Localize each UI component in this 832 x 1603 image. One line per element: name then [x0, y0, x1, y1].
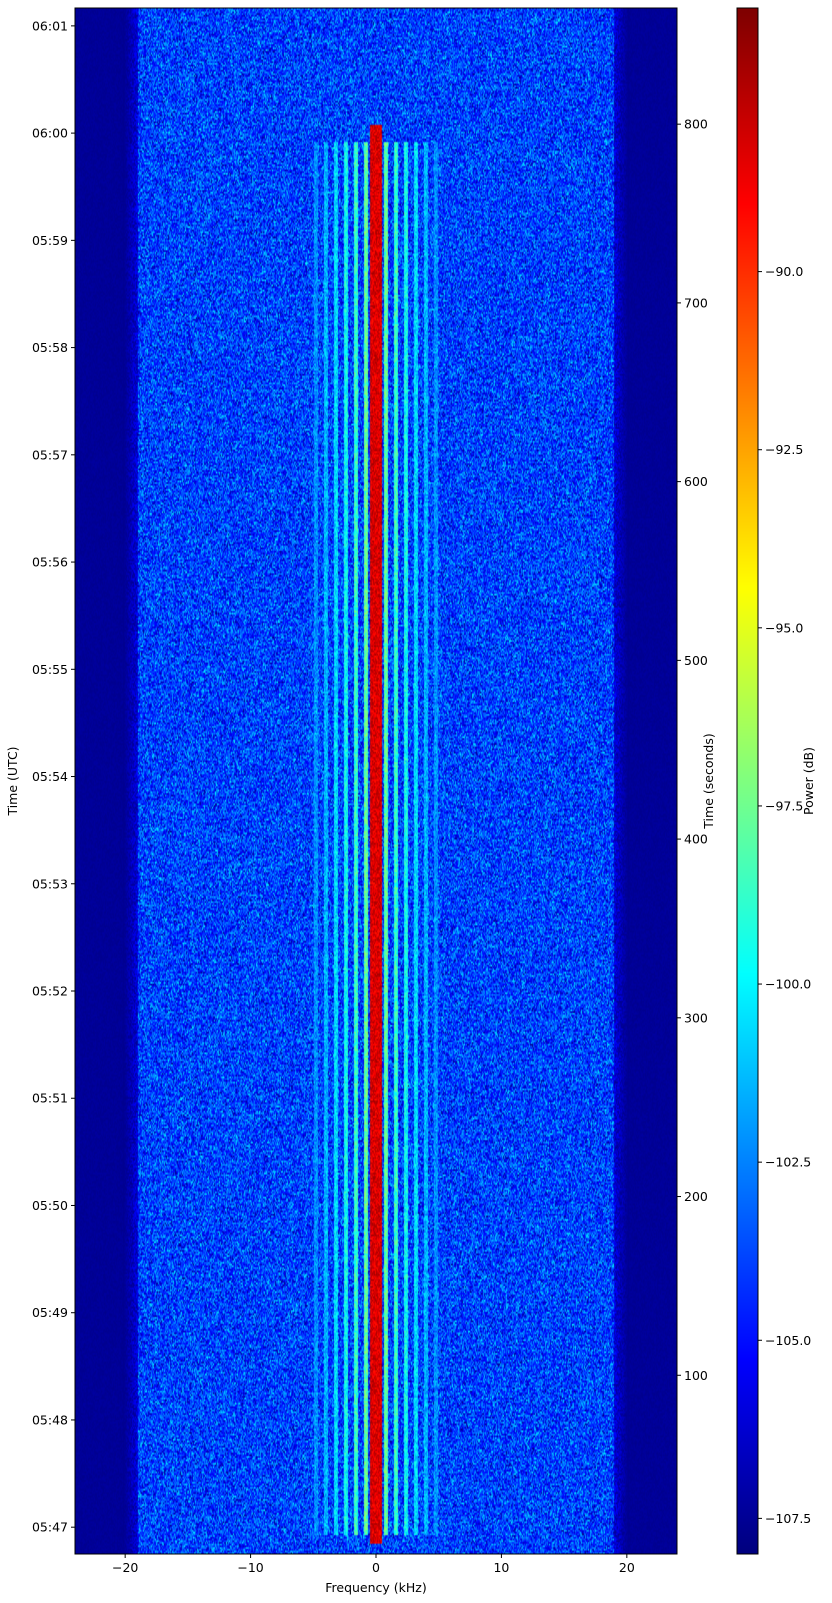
y-tick-label-utc: 06:01 — [32, 18, 68, 33]
x-axis: −20 −10 0 10 20 — [112, 1554, 635, 1575]
colorbar-tick-label: −90.0 — [765, 264, 803, 279]
y-tick-label-seconds: 700 — [684, 295, 708, 310]
y-tick-label-utc: 05:52 — [32, 984, 68, 999]
y-tick-label-utc: 05:50 — [32, 1198, 68, 1213]
y-axis-seconds: 100 200 300 400 500 600 700 800 — [677, 117, 708, 1383]
y-tick-label-seconds: 500 — [684, 653, 708, 668]
y-tick-label-utc: 05:48 — [32, 1412, 68, 1427]
y-tick-label-utc: 05:51 — [32, 1091, 68, 1106]
y-axis-label-utc: Time (UTC) — [5, 746, 20, 816]
colorbar-tick-label: −107.5 — [765, 1511, 811, 1526]
y-tick-label-utc: 05:56 — [32, 555, 68, 570]
y-tick-label-utc: 05:47 — [32, 1520, 68, 1535]
colorbar-tick-label: −95.0 — [765, 620, 803, 635]
colorbar-tick-label: −100.0 — [765, 977, 811, 992]
spectrogram-heatmap — [75, 8, 677, 1554]
y-tick-label-seconds: 800 — [684, 117, 708, 132]
y-axis-label-seconds: Time (seconds) — [701, 733, 716, 829]
colorbar-tick-label: −105.0 — [765, 1333, 811, 1348]
y-axis-utc: 05:47 05:48 05:49 05:50 05:51 05:52 05:53 05:54… — [32, 18, 75, 1535]
y-tick-label-utc: 05:59 — [32, 233, 68, 248]
y-tick-label-utc: 06:00 — [32, 126, 68, 141]
plot-area — [74, 7, 678, 1555]
colorbar-tick-label: −102.5 — [765, 1155, 811, 1170]
x-axis-label: Frequency (kHz) — [325, 1580, 427, 1595]
y-tick-label-seconds: 600 — [684, 474, 708, 489]
x-tick-label: 10 — [493, 1560, 509, 1575]
x-tick-label: −20 — [112, 1560, 138, 1575]
y-tick-label-seconds: 400 — [684, 832, 708, 847]
colorbar-label: Power (dB) — [801, 747, 816, 815]
y-tick-label-utc: 05:49 — [32, 1305, 68, 1320]
x-tick-label: 20 — [619, 1560, 635, 1575]
y-tick-label-seconds: 200 — [684, 1189, 708, 1204]
y-tick-label-seconds: 100 — [684, 1368, 708, 1383]
y-tick-label-utc: 05:54 — [32, 769, 68, 784]
y-tick-label-utc: 05:55 — [32, 662, 68, 677]
y-tick-label-utc: 05:57 — [32, 447, 68, 462]
colorbar-frame — [736, 7, 759, 1555]
colorbar-tick-label: −97.5 — [765, 798, 803, 813]
y-tick-label-utc: 05:53 — [32, 876, 68, 891]
colorbar-axis: −107.5 −105.0 −102.5 −100.0 −97.5 −95.0 −92.5 −… — [758, 264, 811, 1526]
y-tick-label-utc: 05:58 — [32, 340, 68, 355]
x-tick-label: −10 — [237, 1560, 263, 1575]
colorbar: −107.5 −105.0 −102.5 −100.0 −97.5 −95.0 −92.5 −… — [736, 7, 811, 1555]
colorbar-tick-label: −92.5 — [765, 442, 803, 457]
x-tick-label: 0 — [372, 1560, 380, 1575]
y-tick-label-seconds: 300 — [684, 1010, 708, 1025]
colorbar-gradient — [737, 8, 758, 1554]
